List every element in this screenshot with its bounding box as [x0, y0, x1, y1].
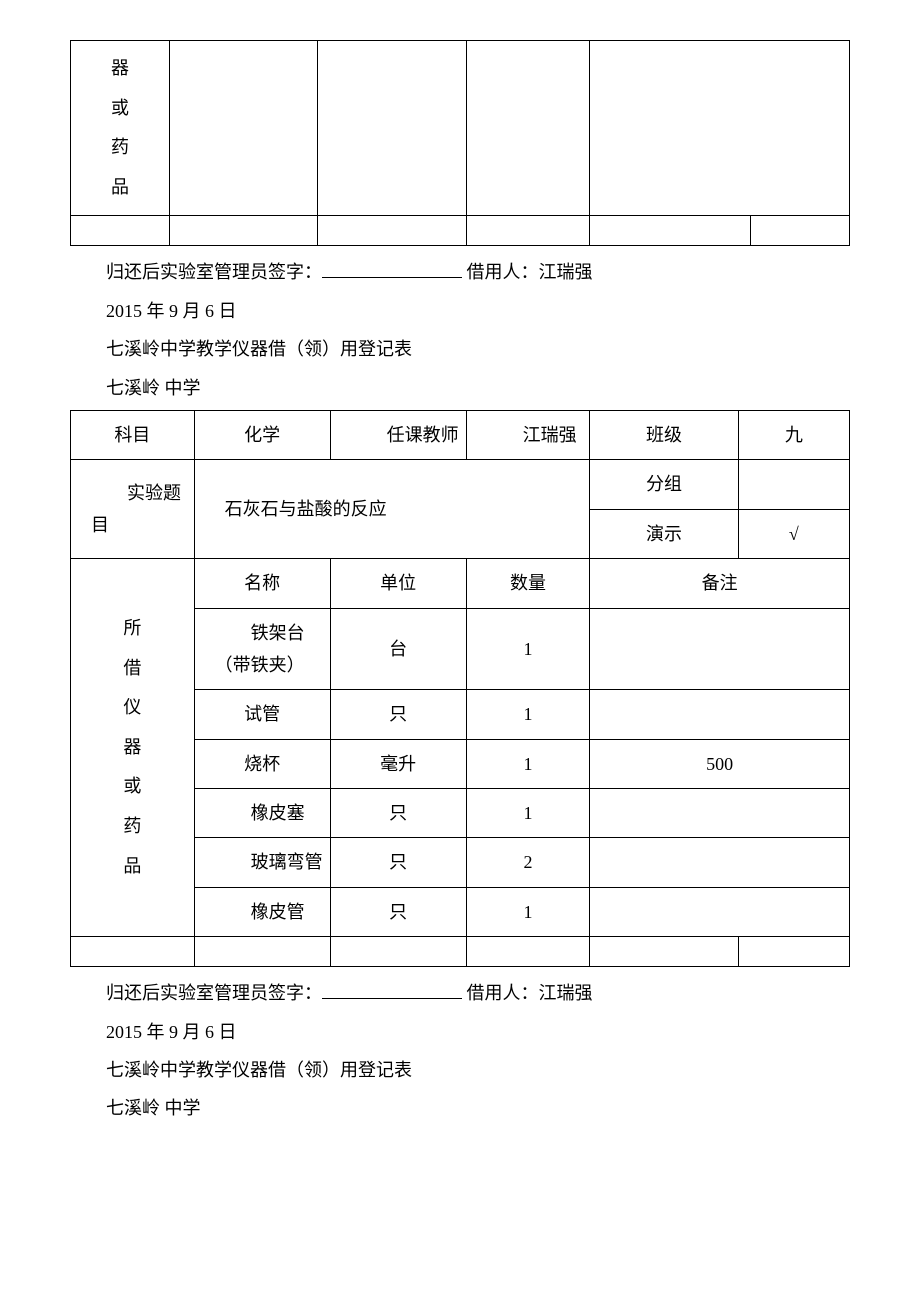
fragment-footer-1: [71, 216, 170, 246]
fragment-cell-3: [466, 41, 590, 216]
row0-unit: 台: [330, 608, 466, 690]
row2-remark: 500: [590, 739, 850, 788]
row2-unit: 毫升: [330, 739, 466, 788]
row0-name: 铁架台（带铁夹）: [194, 608, 330, 690]
bottom-empty-3: [330, 937, 466, 967]
registration-table: 科目 化学 任课教师 江瑞强 班级 九 实验题目 石灰石与盐酸的反应 分组 演示…: [70, 410, 850, 967]
col-unit-header: 单位: [330, 559, 466, 608]
borrower-label-2: 借用人：: [467, 983, 539, 1003]
vertical-section-label-fragment: 器 或 药 品: [75, 49, 165, 207]
row3-unit: 只: [330, 789, 466, 838]
signature-blank-2: [322, 981, 462, 999]
borrower-name-1: 江瑞强: [539, 262, 593, 282]
fragment-footer-6: [751, 216, 850, 246]
row1-qty: 1: [466, 690, 590, 739]
exp-title-value: 石灰石与盐酸的反应: [194, 460, 590, 559]
fragment-footer-5: [590, 216, 751, 246]
fragment-cell-1: [169, 41, 317, 216]
row0-qty: 1: [466, 608, 590, 690]
row4-qty: 2: [466, 838, 590, 887]
bottom-empty-6: [738, 937, 849, 967]
row4-remark: [590, 838, 850, 887]
teacher-value: 江瑞强: [466, 410, 590, 459]
subject-value: 化学: [194, 410, 330, 459]
signature-blank-1: [322, 260, 462, 278]
row2-qty: 1: [466, 739, 590, 788]
row1-name: 试管: [194, 690, 330, 739]
row4-name: 玻璃弯管: [194, 838, 330, 887]
row5-remark: [590, 887, 850, 936]
fragment-cell-4: [590, 41, 850, 216]
bottom-empty-1: [71, 937, 195, 967]
exp-title-label: 实验题目: [71, 460, 195, 559]
signature-line-1: 归还后实验室管理员签字： 借用人：江瑞强: [70, 256, 850, 288]
borrower-name-2: 江瑞强: [539, 983, 593, 1003]
col-remark-header: 备注: [590, 559, 850, 608]
class-value: 九: [738, 410, 849, 459]
col-name-header: 名称: [194, 559, 330, 608]
teacher-label: 任课教师: [330, 410, 466, 459]
signature-prefix-1: 归还后实验室管理员签字：: [106, 262, 322, 282]
row1-unit: 只: [330, 690, 466, 739]
row4-unit: 只: [330, 838, 466, 887]
row2-name: 烧杯: [194, 739, 330, 788]
row3-qty: 1: [466, 789, 590, 838]
row3-name: 橡皮塞: [194, 789, 330, 838]
signature-line-2: 归还后实验室管理员签字： 借用人：江瑞强: [70, 977, 850, 1009]
row5-name: 橡皮管: [194, 887, 330, 936]
row5-unit: 只: [330, 887, 466, 936]
class-label: 班级: [590, 410, 738, 459]
subject-label: 科目: [71, 410, 195, 459]
vertical-section-label: 所 借 仪 器 或 药 品: [75, 609, 190, 886]
demo-label: 演示: [590, 509, 738, 558]
bottom-empty-2: [194, 937, 330, 967]
group-checked: [738, 460, 849, 509]
group-label: 分组: [590, 460, 738, 509]
col-quantity-header: 数量: [466, 559, 590, 608]
fragment-footer-2: [169, 216, 317, 246]
date-line-2: 2015 年 9 月 6 日: [70, 1016, 850, 1048]
row5-qty: 1: [466, 887, 590, 936]
bottom-empty-4: [466, 937, 590, 967]
top-fragment-table: 器 或 药 品: [70, 40, 850, 246]
fragment-footer-3: [318, 216, 466, 246]
school-line-2: 七溪岭 中学: [70, 1092, 850, 1124]
date-line-1: 2015 年 9 月 6 日: [70, 295, 850, 327]
signature-prefix-2: 归还后实验室管理员签字：: [106, 983, 322, 1003]
form-title-2: 七溪岭中学教学仪器借（领）用登记表: [70, 1054, 850, 1086]
borrower-label-1: 借用人：: [467, 262, 539, 282]
fragment-footer-4: [466, 216, 590, 246]
form-title-1: 七溪岭中学教学仪器借（领）用登记表: [70, 333, 850, 365]
demo-checked: √: [738, 509, 849, 558]
row1-remark: [590, 690, 850, 739]
fragment-cell-2: [318, 41, 466, 216]
school-line-1: 七溪岭 中学: [70, 372, 850, 404]
row0-remark: [590, 608, 850, 690]
bottom-empty-5: [590, 937, 738, 967]
row3-remark: [590, 789, 850, 838]
